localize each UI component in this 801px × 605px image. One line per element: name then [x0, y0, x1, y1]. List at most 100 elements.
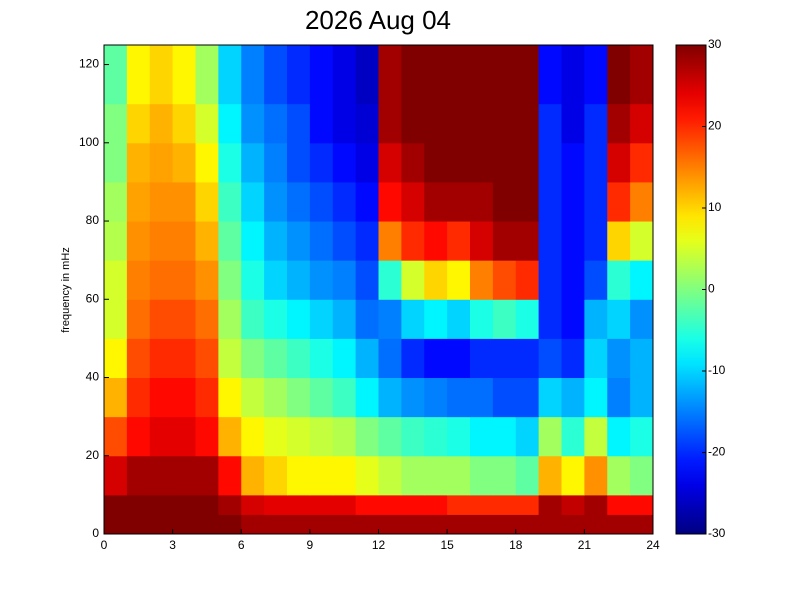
- heat-cell: [287, 455, 311, 496]
- heat-cell: [447, 260, 471, 300]
- heat-cell: [218, 377, 242, 418]
- heat-cell: [218, 514, 242, 535]
- heat-cell: [241, 142, 265, 183]
- heat-cell: [195, 221, 219, 261]
- heat-cell: [104, 103, 128, 144]
- heat-cell: [126, 455, 151, 496]
- heat-cell: [126, 299, 151, 339]
- colorbar: [675, 44, 707, 535]
- heat-cell: [332, 494, 357, 515]
- heat-cell: [561, 377, 585, 418]
- heat-cell: [515, 142, 540, 183]
- heat-cell: [538, 338, 562, 379]
- heat-cell: [195, 45, 219, 105]
- y-tick-label: 120: [79, 57, 99, 71]
- heat-cell: [218, 142, 242, 183]
- heat-cell: [561, 494, 585, 515]
- colorbar-tick-label: -30: [708, 526, 726, 540]
- heat-cell: [584, 260, 608, 300]
- heat-cell: [401, 416, 425, 457]
- heat-cell: [218, 103, 242, 144]
- heat-cell: [630, 260, 654, 300]
- heat-cell: [515, 103, 540, 144]
- heat-cell: [424, 514, 448, 535]
- y-tick-label: 20: [86, 448, 100, 462]
- heat-cell: [241, 221, 265, 261]
- heat-cell: [630, 142, 654, 183]
- heat-cell: [424, 299, 448, 339]
- heat-cell: [538, 221, 562, 261]
- heat-cell: [607, 103, 631, 144]
- heat-cell: [149, 494, 174, 515]
- heat-cell: [287, 260, 311, 300]
- x-tick-label: 0: [101, 538, 108, 552]
- heat-cell: [104, 260, 128, 300]
- heat-cell: [447, 45, 471, 105]
- heat-cell: [515, 455, 540, 496]
- colorbar-tick-label: 30: [708, 37, 722, 51]
- heat-cell: [218, 260, 242, 300]
- x-tick-label: 12: [372, 538, 386, 552]
- heat-cell: [287, 45, 311, 105]
- heat-cell: [172, 416, 196, 457]
- heat-cell: [309, 514, 334, 535]
- heat-cell: [218, 338, 242, 379]
- heat-cell: [607, 416, 631, 457]
- heat-cell: [424, 142, 448, 183]
- heat-cell: [607, 299, 631, 339]
- heat-cell: [355, 494, 379, 515]
- heat-cell: [470, 45, 494, 105]
- heat-cell: [355, 338, 379, 379]
- heat-cell: [195, 514, 219, 535]
- y-tick-label: 80: [86, 213, 100, 227]
- heat-cell: [607, 338, 631, 379]
- heat-cell: [470, 416, 494, 457]
- heat-cell: [515, 221, 540, 261]
- heat-cell: [470, 377, 494, 418]
- heat-cell: [584, 142, 608, 183]
- x-tick-label: 6: [238, 538, 245, 552]
- heat-cell: [287, 514, 311, 535]
- heat-cell: [309, 181, 334, 222]
- heat-cell: [172, 221, 196, 261]
- heat-cell: [515, 260, 540, 300]
- heat-cell: [515, 299, 540, 339]
- heat-cell: [149, 181, 174, 222]
- heat-cell: [630, 221, 654, 261]
- heat-cell: [218, 45, 242, 105]
- heat-cell: [241, 181, 265, 222]
- heat-cell: [630, 299, 654, 339]
- heat-cell: [172, 260, 196, 300]
- heat-cell: [241, 494, 265, 515]
- heat-cell: [195, 455, 219, 496]
- heat-cell: [241, 299, 265, 339]
- heat-cell: [630, 181, 654, 222]
- heat-cell: [126, 45, 151, 105]
- heat-cell: [332, 103, 357, 144]
- heat-cell: [378, 494, 402, 515]
- heat-cell: [195, 377, 219, 418]
- heat-cell: [149, 455, 174, 496]
- heat-cell: [584, 494, 608, 515]
- heat-cell: [287, 181, 311, 222]
- heat-cell: [172, 455, 196, 496]
- heat-cell: [424, 416, 448, 457]
- x-tick-label: 3: [169, 538, 176, 552]
- heat-cell: [264, 514, 288, 535]
- heat-cell: [355, 221, 379, 261]
- heat-cell: [401, 142, 425, 183]
- heat-cell: [584, 181, 608, 222]
- heat-cell: [492, 299, 517, 339]
- heat-cell: [172, 103, 196, 144]
- heat-cell: [447, 455, 471, 496]
- heat-cell: [126, 260, 151, 300]
- heat-cell: [401, 45, 425, 105]
- heat-cell: [447, 494, 471, 515]
- heat-cell: [332, 514, 357, 535]
- heat-cell: [561, 103, 585, 144]
- heat-cell: [309, 142, 334, 183]
- heat-cell: [447, 221, 471, 261]
- y-tick-label: 40: [86, 370, 100, 384]
- heat-cell: [172, 377, 196, 418]
